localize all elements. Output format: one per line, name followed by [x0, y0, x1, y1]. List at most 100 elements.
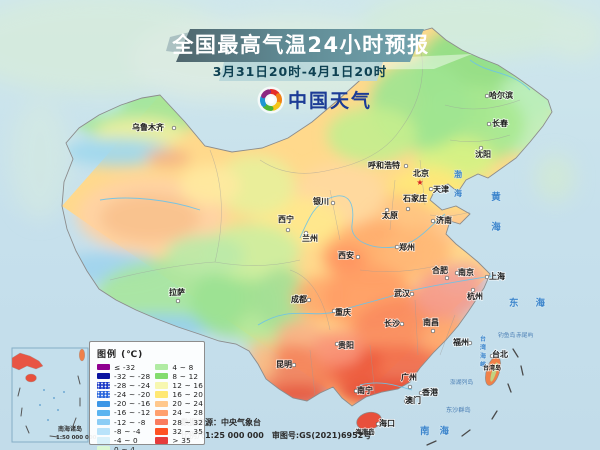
legend-swatch [155, 372, 169, 380]
map-title: 全国最高气温24小时预报 [171, 33, 429, 57]
legend-box: 图例 (℃) ≤ -32 -32 ~ -28 -28 ~ -24 -24 ~ -20-… [89, 341, 205, 450]
city-marker [444, 275, 450, 281]
title-banner: 全国最高气温24小时预报 3月31日20时-4月1日20时 [166, 29, 472, 81]
legend-row: -32 ~ -28 [97, 371, 151, 381]
legend-swatch [97, 382, 110, 389]
city-marker [489, 353, 495, 359]
legend-title: 图例 (℃) [97, 350, 144, 360]
taiwan-mountains [490, 362, 498, 382]
city-label: 广州 [401, 372, 417, 382]
city-label: 澳门 [405, 395, 421, 405]
legend-swatch [97, 418, 110, 426]
legend-label: 4 ~ 8 [172, 362, 194, 372]
city-marker [454, 270, 460, 276]
city-marker [478, 145, 484, 151]
sea-label: 黄海 [491, 191, 501, 233]
legend-label: 24 ~ 28 [172, 408, 204, 418]
legend-label: 8 ~ 12 [172, 371, 199, 381]
legend-swatch [97, 400, 110, 408]
city-marker [430, 328, 436, 334]
legend-row: 16 ~ 20 [155, 390, 203, 399]
city-label: 香港 [421, 387, 439, 397]
legend-label: -16 ~ -12 [114, 408, 151, 418]
city-marker [484, 274, 490, 280]
city-label: 西安 [338, 250, 354, 260]
subtitle-bar [219, 62, 383, 81]
city-marker [330, 200, 336, 206]
city-label: 南京 [458, 267, 474, 277]
city-label: 成都 [291, 294, 307, 304]
sea-label: 钓鱼岛 [498, 331, 516, 339]
legend-row: 28 ~ 32 [155, 417, 204, 427]
legend-label: 0 ~ 4 [114, 445, 136, 450]
city-label: 长春 [492, 118, 508, 128]
province-borders [109, 44, 521, 396]
legend-label: 28 ~ 32 [172, 417, 204, 427]
banner-background [176, 29, 424, 62]
data-source-text: 数据来源：中央气象台 [181, 417, 261, 427]
legend-columns: ≤ -32 -32 ~ -28 -28 ~ -24 -24 ~ -20 -20 ~ -1… [97, 363, 203, 450]
legend-swatch [155, 437, 169, 444]
legend-swatch [155, 409, 169, 417]
city-marker [486, 121, 492, 127]
city-label: 南宁 [357, 385, 373, 395]
legend-label: -20 ~ -16 [114, 399, 151, 409]
city-marker [399, 321, 405, 327]
city-marker [353, 388, 359, 394]
legend-row: 4 ~ 8 [155, 362, 203, 372]
city-marker [467, 340, 473, 346]
city-label: 西宁 [278, 214, 294, 224]
legend-swatch [155, 400, 169, 408]
city-label: 福州 [452, 337, 469, 347]
city-marker [303, 230, 309, 236]
legend-swatch [155, 428, 169, 435]
legend-swatch [97, 428, 110, 435]
city-label: 拉萨 [169, 287, 185, 297]
china-weather-logo: 中国天气 [257, 86, 372, 114]
legend-left-column: ≤ -32 -32 ~ -28 -28 ~ -24 -24 ~ -20 -20 ~ -1… [97, 363, 150, 450]
city-marker [291, 362, 297, 368]
sea-label: 赤尾屿 [516, 331, 534, 339]
city-label: 武汉 [394, 288, 411, 298]
city-label: 郑州 [399, 242, 415, 252]
city-marker [430, 218, 436, 224]
legend-swatch [97, 437, 110, 444]
legend-label: -4 ~ 0 [114, 436, 138, 446]
city-marker [331, 308, 337, 314]
city-label: 海南岛 [355, 427, 375, 436]
city-label: 长沙 [384, 318, 400, 328]
legend-row: -8 ~ -4 [97, 426, 150, 436]
legend-row: -16 ~ -12 [97, 408, 151, 418]
legend-row: 8 ~ 12 [155, 371, 203, 381]
city-label: 台北 [492, 349, 508, 359]
city-marker [418, 390, 424, 396]
legend-swatch [155, 382, 169, 389]
legend-row: 24 ~ 28 [155, 408, 204, 418]
china-border [61, 27, 553, 407]
legend-label: 20 ~ 24 [172, 399, 204, 409]
city-marker [384, 207, 390, 213]
legend-row: 0 ~ 4 [97, 445, 150, 450]
city-marker [375, 421, 381, 427]
city-marker [403, 163, 409, 169]
logo-swirl-icon [257, 86, 285, 114]
hainan-island [356, 411, 382, 431]
legend-row: ≤ -32 [97, 363, 150, 372]
sea-label: 台湾海峡 [480, 335, 486, 369]
city-label: 昆明 [276, 359, 292, 369]
legend-label: -8 ~ -4 [114, 426, 141, 436]
legend-row: -24 ~ -20 [97, 390, 150, 399]
city-label: 合肥 [431, 265, 448, 275]
city-label: 上海 [489, 271, 505, 281]
city-label: 乌鲁木齐 [132, 122, 165, 132]
sea-label: 南海 [420, 425, 459, 437]
rivers [99, 59, 531, 391]
logo-text: 中国天气 [288, 89, 372, 112]
legend-label: -32 ~ -28 [114, 371, 151, 381]
legend-row: 32 ~ 35 [155, 427, 203, 436]
beijing-star-marker: ★ [416, 178, 423, 187]
city-marker [428, 186, 434, 192]
